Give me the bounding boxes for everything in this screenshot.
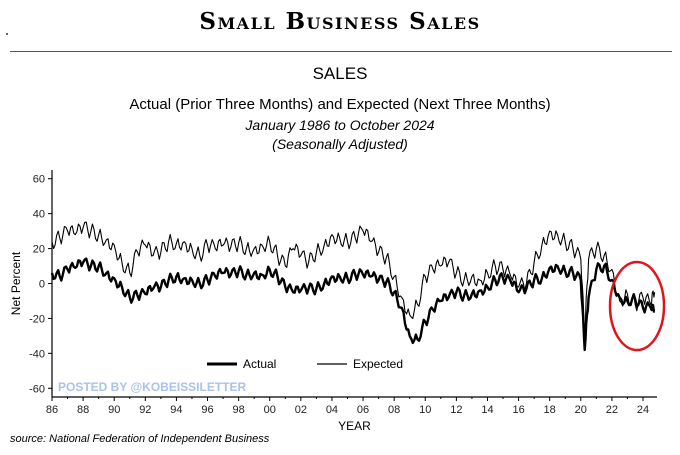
x-tick-label: 90 bbox=[108, 404, 120, 416]
series-layer bbox=[50, 221, 656, 352]
y-axis-ticks: 60 40 20 0 -20 -40 -60 bbox=[29, 174, 52, 395]
x-tick-label: 24 bbox=[637, 404, 649, 416]
banner-title: Small Business Sales bbox=[199, 8, 481, 35]
x-tick-label: 86 bbox=[46, 404, 58, 416]
legend-expected-label: Expected bbox=[353, 357, 403, 371]
source-note: source: National Federation of Independe… bbox=[10, 433, 270, 445]
chart-subtitle: Actual (Prior Three Months) and Expected… bbox=[129, 96, 551, 113]
x-tick-label: 92 bbox=[139, 404, 151, 416]
x-tick-label: 10 bbox=[419, 404, 431, 416]
x-tick-label: 94 bbox=[170, 404, 182, 416]
adjustment-note: (Seasonally Adjusted) bbox=[272, 136, 408, 152]
x-tick-label: 18 bbox=[544, 404, 556, 416]
x-tick-label: 02 bbox=[295, 404, 307, 416]
x-axis-label: YEAR bbox=[338, 419, 371, 433]
x-tick-label: 04 bbox=[326, 404, 338, 416]
x-tick-label: 88 bbox=[77, 404, 89, 416]
x-tick-label: 14 bbox=[481, 404, 493, 416]
x-tick-label: 22 bbox=[606, 404, 618, 416]
y-tick-label: -60 bbox=[29, 383, 45, 395]
x-tick-label: 98 bbox=[233, 404, 245, 416]
date-range: January 1986 to October 2024 bbox=[245, 117, 435, 133]
legend: Actual Expected bbox=[207, 357, 403, 371]
y-tick-label: 20 bbox=[33, 244, 45, 256]
y-tick-label: -40 bbox=[29, 348, 45, 360]
y-axis-label: Net Percent bbox=[9, 251, 23, 315]
x-tick-label: 12 bbox=[450, 404, 462, 416]
line-chart: 60 40 20 0 -20 -40 -60 86 88 90 92 94 96 98 00 02 04 06 0… bbox=[9, 170, 666, 433]
x-tick-label: 06 bbox=[357, 404, 369, 416]
watermark: POSTED BY @KOBEISSILETTER bbox=[58, 380, 247, 394]
series-line-actual bbox=[50, 257, 656, 352]
legend-actual-label: Actual bbox=[243, 357, 276, 371]
series-line-expected bbox=[51, 221, 656, 337]
title-divider bbox=[10, 51, 672, 52]
y-tick-label: -20 bbox=[29, 313, 45, 325]
x-tick-label: 96 bbox=[201, 404, 213, 416]
highlight-circle bbox=[608, 260, 666, 352]
section-title: SALES bbox=[312, 64, 368, 83]
x-tick-label: 20 bbox=[575, 404, 587, 416]
y-tick-label: 40 bbox=[33, 209, 45, 221]
x-tick-label: 00 bbox=[264, 404, 276, 416]
y-tick-label: 60 bbox=[33, 174, 45, 186]
x-axis-ticks: 86 88 90 92 94 96 98 00 02 04 06 08 10 12 14 16 18 20 22 24 bbox=[46, 397, 649, 416]
y-tick-label: 0 bbox=[39, 279, 45, 291]
decorative-dot bbox=[6, 33, 8, 35]
x-tick-label: 16 bbox=[512, 404, 524, 416]
x-tick-label: 08 bbox=[388, 404, 400, 416]
